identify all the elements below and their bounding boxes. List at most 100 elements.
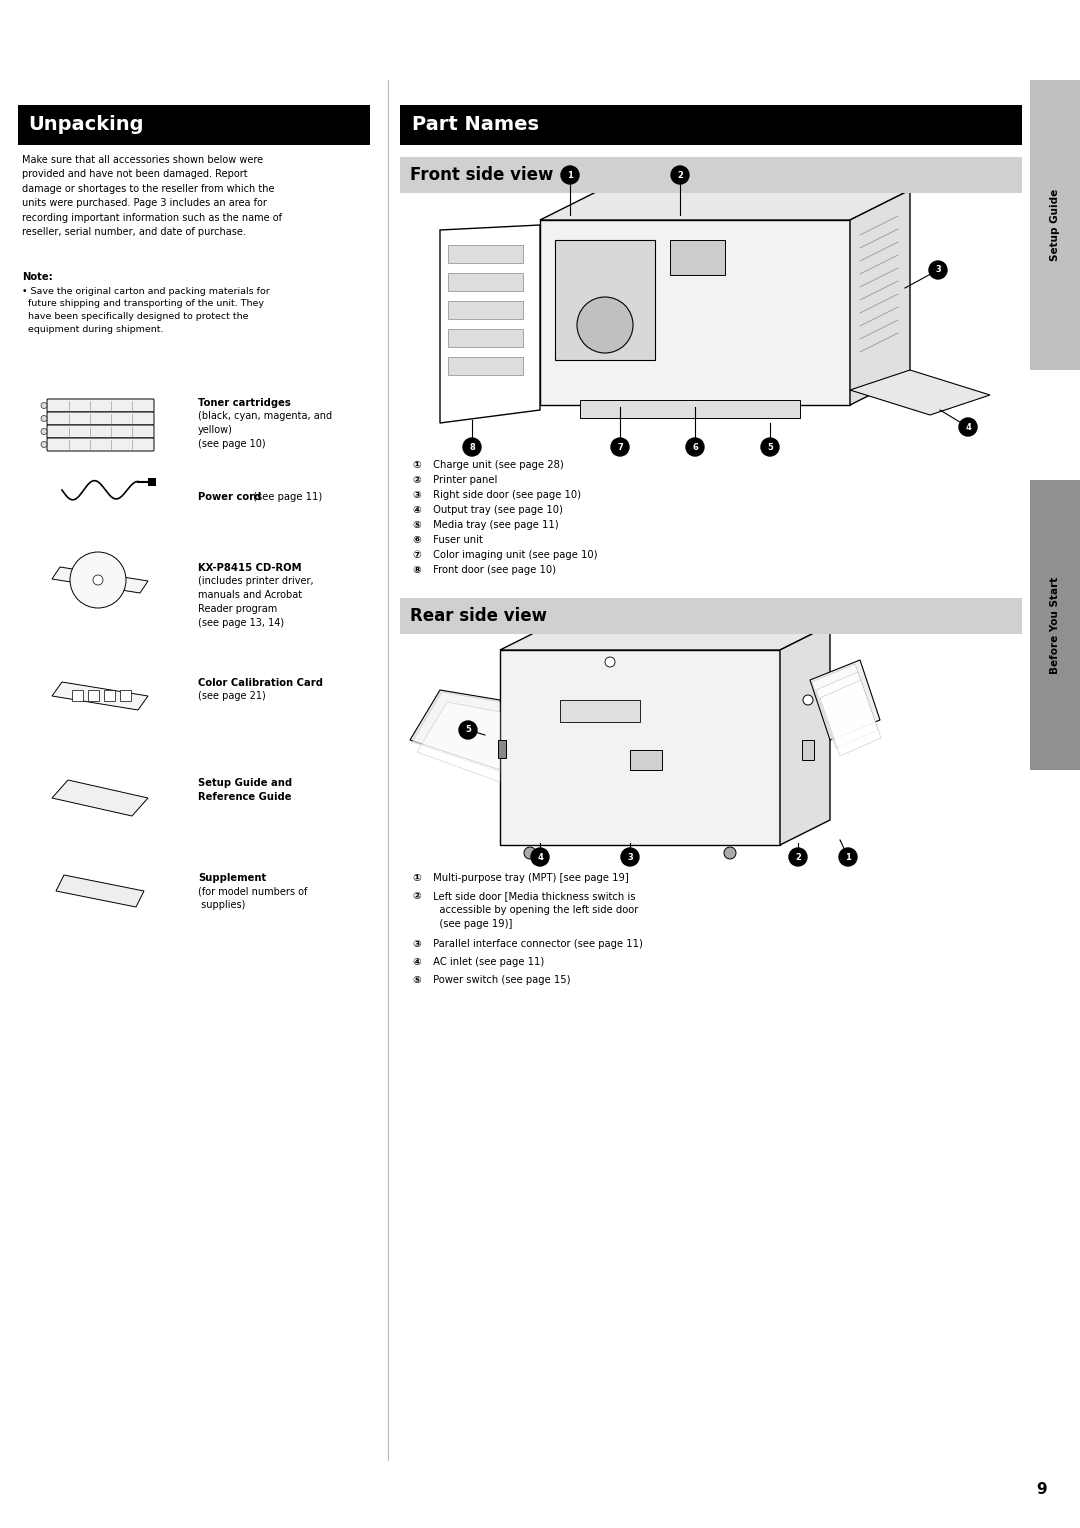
Bar xyxy=(400,597,1022,634)
Text: Part Names: Part Names xyxy=(411,116,539,134)
Polygon shape xyxy=(816,672,878,749)
Polygon shape xyxy=(52,779,148,816)
Text: 8: 8 xyxy=(469,443,475,451)
Text: Make sure that all accessories shown below were
provided and have not been damag: Make sure that all accessories shown bel… xyxy=(22,154,282,237)
Circle shape xyxy=(531,848,549,866)
Bar xyxy=(498,740,507,758)
Text: 9: 9 xyxy=(1037,1482,1048,1497)
Text: Fuser unit: Fuser unit xyxy=(430,535,483,545)
Bar xyxy=(1030,79,1080,370)
Polygon shape xyxy=(440,225,540,423)
Polygon shape xyxy=(410,691,500,770)
Bar xyxy=(448,329,523,347)
Text: Setup Guide and
Reference Guide: Setup Guide and Reference Guide xyxy=(198,778,292,802)
Circle shape xyxy=(686,439,704,455)
Text: Media tray (see page 11): Media tray (see page 11) xyxy=(430,520,558,530)
Text: AC inlet (see page 11): AC inlet (see page 11) xyxy=(430,957,544,967)
Circle shape xyxy=(93,575,103,585)
Text: 3: 3 xyxy=(627,853,633,862)
Circle shape xyxy=(761,439,779,455)
Polygon shape xyxy=(810,660,880,740)
Text: Supplement: Supplement xyxy=(198,872,267,883)
Text: Color Calibration Card: Color Calibration Card xyxy=(198,678,323,688)
Text: 4: 4 xyxy=(537,853,543,862)
Text: Before You Start: Before You Start xyxy=(1050,576,1059,674)
Text: (see page 11): (see page 11) xyxy=(249,492,322,503)
Text: Front door (see page 10): Front door (see page 10) xyxy=(430,565,556,575)
Circle shape xyxy=(724,847,735,859)
Bar xyxy=(448,358,523,374)
Text: 3: 3 xyxy=(935,266,941,275)
Circle shape xyxy=(929,261,947,280)
Bar xyxy=(561,700,640,723)
Text: Toner cartridges: Toner cartridges xyxy=(198,397,291,408)
Text: ⑤: ⑤ xyxy=(411,520,421,530)
Text: Unpacking: Unpacking xyxy=(28,116,144,134)
Text: Power cord: Power cord xyxy=(198,492,261,503)
Circle shape xyxy=(789,848,807,866)
Text: (see page 21): (see page 21) xyxy=(198,691,266,701)
Text: ⑧: ⑧ xyxy=(411,565,421,575)
Text: 5: 5 xyxy=(767,443,773,451)
Text: ①: ① xyxy=(411,460,421,471)
Bar xyxy=(18,105,370,145)
Text: KX-P8415 CD-ROM: KX-P8415 CD-ROM xyxy=(198,562,301,573)
Text: ④: ④ xyxy=(411,504,421,515)
Polygon shape xyxy=(52,567,148,593)
Circle shape xyxy=(611,439,629,455)
Circle shape xyxy=(577,296,633,353)
Text: Note:: Note: xyxy=(22,272,53,283)
Bar xyxy=(104,691,114,701)
Text: ③: ③ xyxy=(411,490,421,500)
Text: Right side door (see page 10): Right side door (see page 10) xyxy=(430,490,581,500)
Circle shape xyxy=(459,721,477,740)
Bar xyxy=(448,301,523,319)
Polygon shape xyxy=(540,189,910,220)
Bar xyxy=(500,649,780,845)
Text: Color imaging unit (see page 10): Color imaging unit (see page 10) xyxy=(430,550,597,559)
Text: Multi-purpose tray (MPT) [see page 19]: Multi-purpose tray (MPT) [see page 19] xyxy=(430,872,629,883)
Text: (for model numbers of
 supplies): (for model numbers of supplies) xyxy=(198,886,308,911)
Polygon shape xyxy=(850,189,910,405)
Bar xyxy=(448,274,523,290)
Text: 1: 1 xyxy=(845,853,851,862)
Circle shape xyxy=(70,552,126,608)
Text: ⑥: ⑥ xyxy=(411,535,421,545)
Circle shape xyxy=(605,657,615,668)
Text: 2: 2 xyxy=(677,171,683,179)
Bar xyxy=(72,691,83,701)
Polygon shape xyxy=(850,370,990,416)
Text: (includes printer driver,
manuals and Acrobat
Reader program
(see page 13, 14): (includes printer driver, manuals and Ac… xyxy=(198,576,313,628)
Polygon shape xyxy=(500,625,831,649)
Text: ⑤: ⑤ xyxy=(411,975,421,986)
Text: • Save the original carton and packing materials for
  future shipping and trans: • Save the original carton and packing m… xyxy=(22,287,270,333)
FancyBboxPatch shape xyxy=(48,425,154,439)
Polygon shape xyxy=(812,665,875,740)
Circle shape xyxy=(621,848,639,866)
Circle shape xyxy=(839,848,858,866)
FancyBboxPatch shape xyxy=(48,399,154,413)
Text: Left side door [Media thickness switch is
   accessible by opening the left side: Left side door [Media thickness switch i… xyxy=(430,891,638,929)
Polygon shape xyxy=(52,681,148,711)
Text: Printer panel: Printer panel xyxy=(430,475,498,484)
Circle shape xyxy=(561,167,579,183)
Circle shape xyxy=(671,167,689,183)
Text: ④: ④ xyxy=(411,957,421,967)
Circle shape xyxy=(463,439,481,455)
Text: Output tray (see page 10): Output tray (see page 10) xyxy=(430,504,563,515)
Text: Rear side view: Rear side view xyxy=(410,607,546,625)
Text: ③: ③ xyxy=(411,940,421,949)
Bar xyxy=(400,105,1022,145)
Text: (black, cyan, magenta, and
yellow)
(see page 10): (black, cyan, magenta, and yellow) (see … xyxy=(198,411,333,449)
Bar xyxy=(400,157,1022,193)
Bar xyxy=(540,220,850,405)
Polygon shape xyxy=(411,692,500,772)
FancyBboxPatch shape xyxy=(48,439,154,451)
Polygon shape xyxy=(820,680,881,756)
Text: ②: ② xyxy=(411,475,421,484)
Bar xyxy=(87,691,99,701)
Polygon shape xyxy=(417,701,500,782)
Text: Parallel interface connector (see page 11): Parallel interface connector (see page 1… xyxy=(430,940,643,949)
Bar xyxy=(630,750,662,770)
Bar xyxy=(670,240,725,275)
